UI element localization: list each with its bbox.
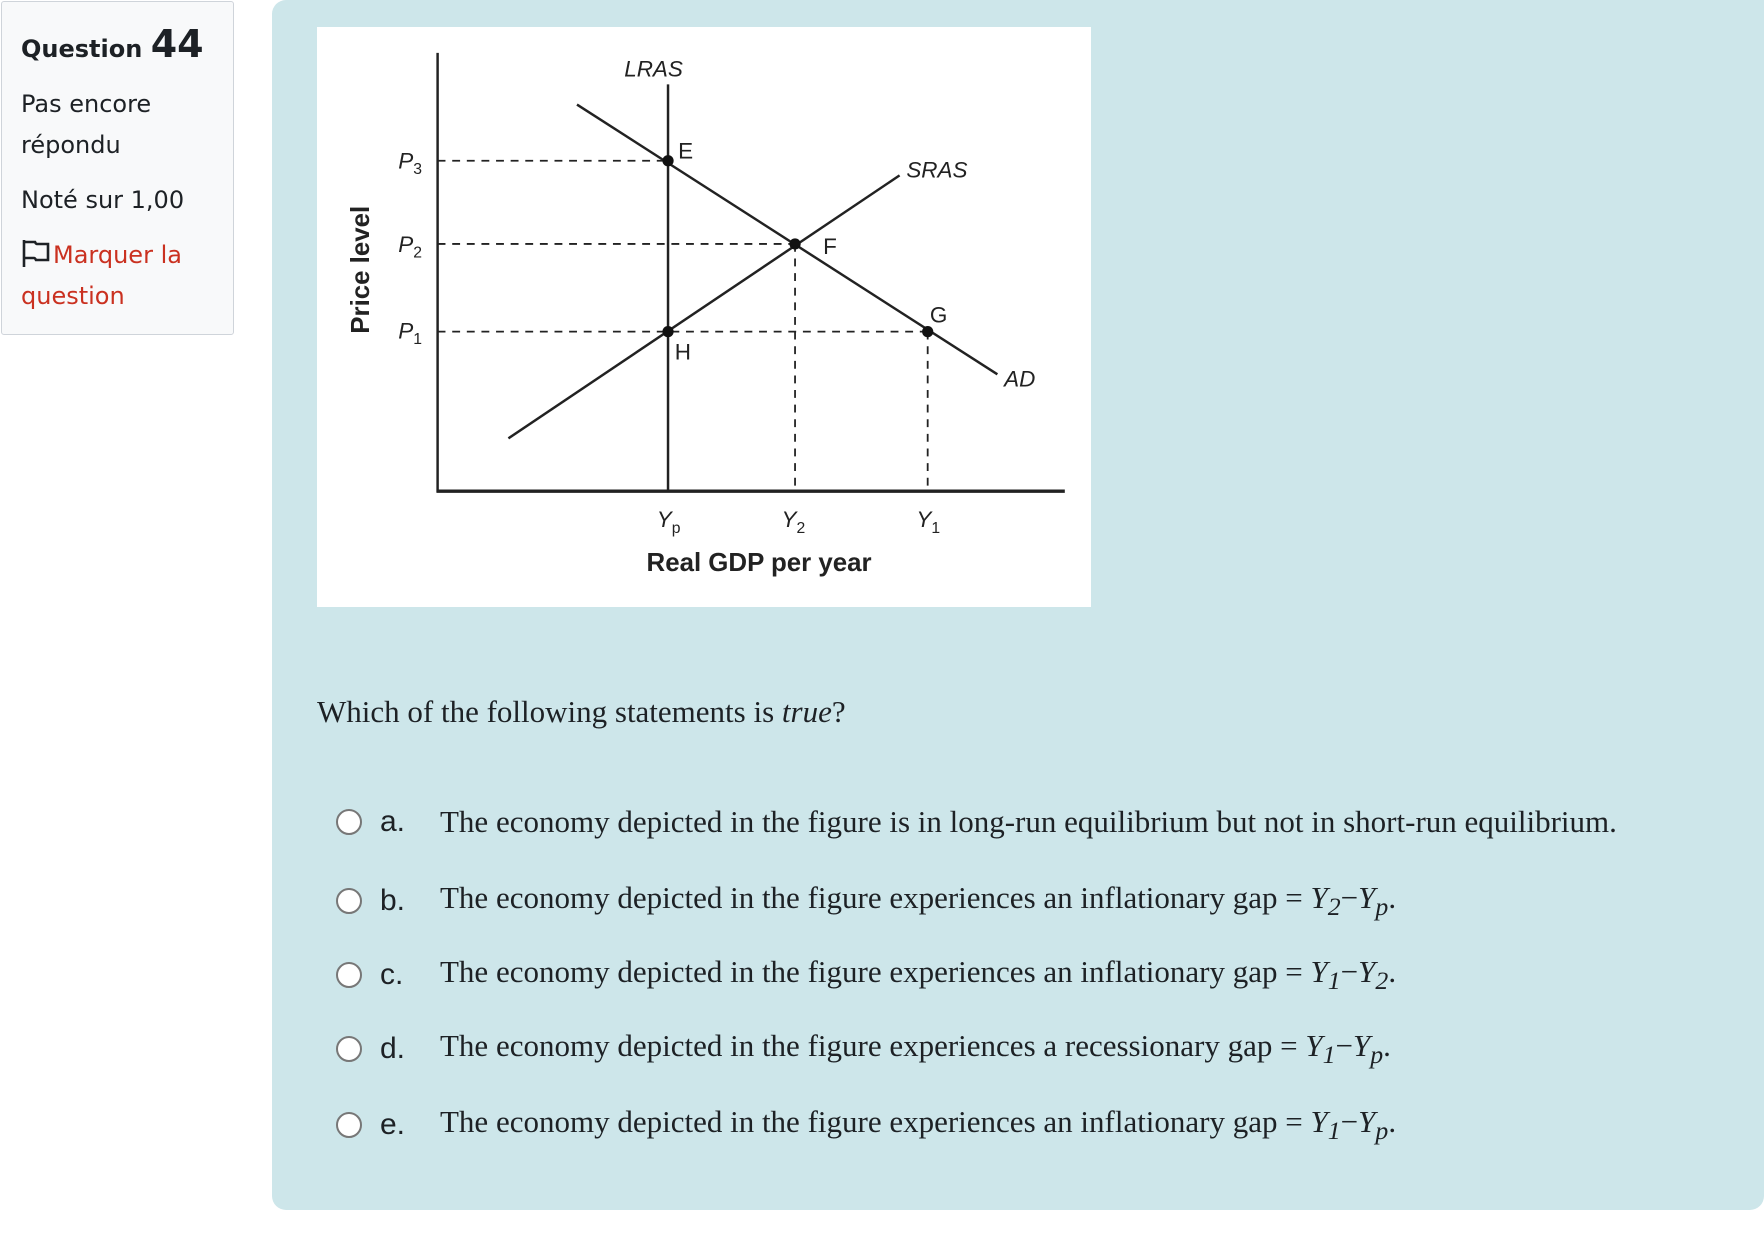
sras-label: SRAS: [906, 158, 967, 183]
option-text: The economy depicted in the figure exper…: [440, 954, 1397, 996]
f-label: F: [823, 234, 837, 259]
p1-label: P1: [398, 318, 422, 348]
g-label: G: [930, 303, 947, 328]
e-label: E: [678, 139, 693, 164]
option-d[interactable]: d. The economy depicted in the figure ex…: [336, 1028, 1391, 1070]
yp-label: Yp: [657, 507, 681, 537]
sras-curve: [507, 174, 901, 440]
question-state: Pas encore répondu: [21, 90, 152, 159]
y-axis-label: Price level: [347, 206, 375, 334]
lras-label: LRAS: [624, 56, 683, 81]
option-a[interactable]: a. The economy depicted in the figure is…: [336, 804, 1617, 840]
h-label: H: [675, 340, 691, 365]
radio-option-a[interactable]: [336, 809, 362, 835]
option-b[interactable]: b. The economy depicted in the figure ex…: [336, 880, 1396, 922]
option-text: The economy depicted in the figure exper…: [440, 1028, 1391, 1070]
y2-label: Y2: [782, 507, 806, 537]
ad-as-diagram: LRAS SRAS AD E F G H P3 P2 P1 Yp Y2 Y1 R…: [347, 52, 1065, 577]
y1-label: Y1: [916, 507, 940, 537]
point-e: [662, 155, 674, 167]
option-c[interactable]: c. The economy depicted in the figure ex…: [336, 954, 1396, 996]
p2-label: P2: [398, 232, 422, 262]
point-f: [789, 238, 801, 250]
question-panel: LRAS SRAS AD E F G H P3 P2 P1 Yp Y2 Y1 R…: [272, 0, 1764, 1210]
question-info: Question 44 Pas encore répondu Noté sur …: [1, 1, 234, 335]
option-text: The economy depicted in the figure exper…: [440, 1104, 1397, 1146]
radio-option-c[interactable]: [336, 962, 362, 989]
point-h: [662, 325, 674, 338]
radio-option-b[interactable]: [336, 888, 362, 915]
flag-question-link[interactable]: Marquer la question: [21, 235, 214, 317]
question-number: Question 44: [21, 22, 204, 66]
question-grade: Noté sur 1,00: [21, 186, 185, 214]
option-text: The economy depicted in the figure is in…: [440, 804, 1617, 839]
radio-option-d[interactable]: [336, 1036, 362, 1063]
point-g: [922, 325, 934, 338]
option-e[interactable]: e. The economy depicted in the figure ex…: [336, 1104, 1396, 1146]
ad-label: AD: [1002, 367, 1035, 392]
x-axis-label: Real GDP per year: [647, 549, 872, 577]
ad-as-figure: LRAS SRAS AD E F G H P3 P2 P1 Yp Y2 Y1 R…: [317, 27, 1091, 607]
question-text: Which of the following statements is tru…: [317, 694, 846, 729]
ad-curve: [576, 103, 999, 376]
option-text: The economy depicted in the figure exper…: [440, 880, 1397, 922]
p3-label: P3: [398, 149, 422, 179]
radio-option-e[interactable]: [336, 1112, 362, 1139]
flag-icon: [22, 240, 50, 267]
